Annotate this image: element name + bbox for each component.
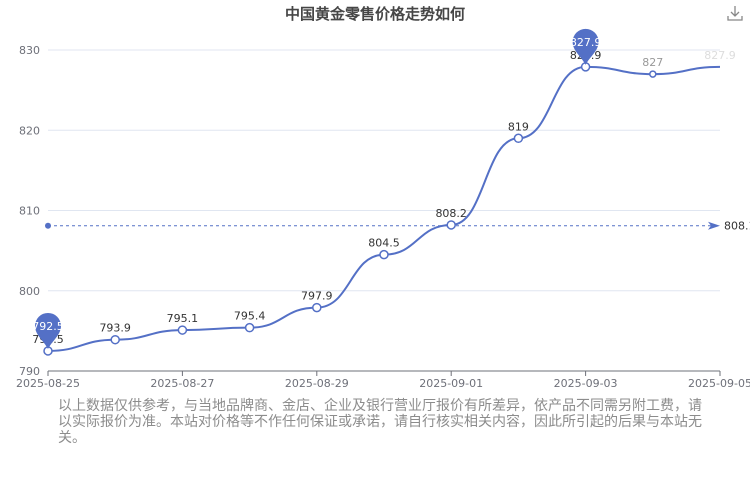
average-line-start — [45, 222, 51, 229]
max-marker-label: 827.9 — [570, 36, 602, 49]
data-label: 804.5 — [368, 237, 400, 250]
min-marker-pin — [35, 312, 61, 349]
data-point — [177, 325, 188, 335]
series-line — [47, 65, 721, 352]
disclaimer-text: 以上数据仅供参考，与当地品牌商、金店、企业及银行营业厅报价有所差异，依产品不同需… — [58, 398, 702, 446]
average-line-label: 808.1 — [724, 220, 750, 233]
x-tick-label: 2025-08-25 — [16, 377, 80, 390]
x-tick-label: 2025-09-01 — [419, 377, 483, 390]
y-tick-label: 800 — [19, 285, 40, 298]
data-label: 819 — [508, 120, 529, 133]
data-label: 793.9 — [99, 322, 131, 335]
data-point — [312, 302, 322, 313]
data-point — [446, 220, 456, 230]
data-label: 795.4 — [234, 310, 266, 323]
x-tick-label: 2025-09-05 — [688, 377, 750, 390]
average-line-arrow — [708, 221, 720, 230]
data-label: 827.9 — [704, 49, 736, 62]
data-label: 808.2 — [435, 207, 467, 220]
y-tick-label: 830 — [19, 44, 40, 57]
data-point — [110, 334, 120, 345]
y-tick-label: 790 — [19, 365, 40, 378]
data-label: 797.9 — [301, 290, 333, 303]
data-point — [513, 133, 524, 144]
data-point — [244, 322, 255, 333]
y-tick-label: 810 — [19, 205, 40, 218]
x-tick-label: 2025-08-27 — [150, 377, 214, 390]
y-tick-label: 820 — [19, 124, 40, 137]
x-tick-label: 2025-09-03 — [554, 377, 618, 390]
data-point — [379, 249, 389, 260]
download-icon[interactable] — [726, 4, 744, 22]
data-label: 827 — [642, 56, 663, 69]
data-label: 795.1 — [167, 312, 199, 325]
min-marker-label: 792.5 — [32, 320, 64, 333]
line-chart: 790 800 810 820 830 2025-08-25 2025-08-27 2025-… — [16, 28, 750, 390]
x-tick-label: 2025-08-29 — [285, 377, 349, 390]
chart-title: 中国黄金零售价格走势如何 — [284, 5, 465, 23]
max-marker-pin — [572, 28, 599, 65]
data-point — [649, 70, 657, 78]
